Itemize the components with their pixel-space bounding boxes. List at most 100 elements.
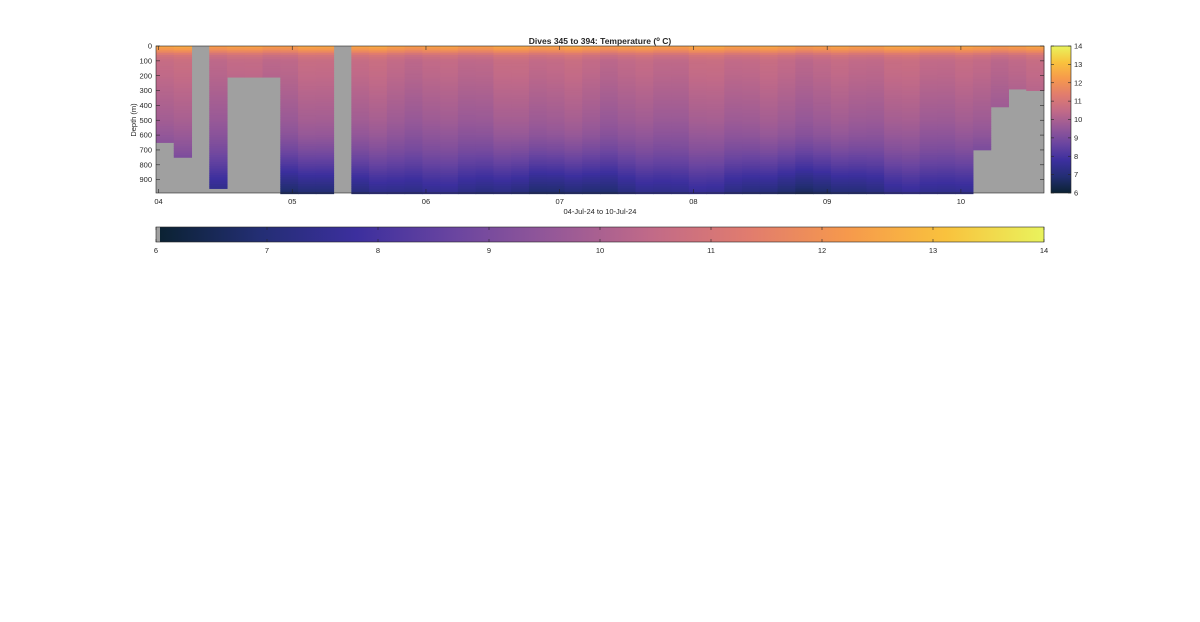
temperature-cell bbox=[404, 81, 423, 85]
temperature-cell bbox=[901, 119, 921, 123]
temperature-cell bbox=[280, 46, 299, 49]
temperature-cell bbox=[724, 132, 743, 136]
temperature-cell bbox=[901, 141, 921, 145]
temperature-cell bbox=[600, 135, 619, 138]
temperature-cell bbox=[457, 144, 477, 147]
temperature-cell bbox=[315, 101, 335, 105]
temperature-cell bbox=[298, 99, 317, 103]
temperature-cell bbox=[457, 139, 477, 143]
temperature-cell bbox=[884, 188, 903, 192]
temperature-cell bbox=[706, 175, 725, 178]
temperature-cell bbox=[1008, 68, 1027, 71]
temperature-cell bbox=[724, 148, 743, 152]
temperature-cell bbox=[457, 128, 477, 132]
colorbar-tick-label: 7 bbox=[1074, 170, 1078, 179]
temperature-cell bbox=[511, 81, 530, 85]
temperature-cell bbox=[386, 139, 406, 143]
temperature-cell bbox=[617, 90, 637, 94]
temperature-cell bbox=[671, 121, 690, 125]
temperature-cell bbox=[475, 88, 494, 91]
temperature-cell bbox=[351, 103, 370, 107]
temperature-cell bbox=[848, 119, 867, 123]
temperature-cell bbox=[564, 88, 583, 91]
temperature-cell bbox=[990, 88, 1009, 91]
temperature-cell bbox=[351, 46, 370, 49]
temperature-cell bbox=[671, 54, 690, 58]
temperature-cell bbox=[600, 170, 619, 174]
temperature-cell bbox=[600, 97, 619, 100]
temperature-cell bbox=[493, 97, 512, 100]
temperature-cell bbox=[298, 186, 317, 189]
temperature-cell bbox=[759, 52, 779, 56]
temperature-cell bbox=[919, 121, 938, 125]
temperature-cell bbox=[759, 188, 779, 192]
temperature-cell bbox=[937, 146, 956, 149]
temperature-cell bbox=[582, 88, 601, 91]
temperature-cell bbox=[688, 164, 708, 167]
temperature-cell bbox=[919, 150, 938, 154]
temperature-cell bbox=[582, 86, 601, 89]
temperature-cell bbox=[422, 66, 441, 69]
temperature-cell bbox=[564, 48, 583, 51]
temperature-cell bbox=[546, 137, 565, 140]
temperature-cell bbox=[759, 135, 779, 138]
temperature-cell bbox=[901, 112, 921, 116]
temperature-cell bbox=[653, 188, 672, 192]
temperature-cell bbox=[884, 190, 903, 194]
temperature-cell bbox=[848, 106, 867, 109]
temperature-cell bbox=[937, 132, 956, 136]
temperature-cell bbox=[386, 48, 406, 51]
temperature-cell bbox=[742, 63, 761, 67]
temperature-cell bbox=[884, 99, 903, 103]
temperature-cell bbox=[298, 141, 317, 145]
temperature-cell bbox=[173, 150, 193, 154]
temperature-cell bbox=[919, 103, 938, 107]
temperature-cell bbox=[688, 90, 708, 94]
temperature-cell bbox=[866, 148, 885, 152]
temperature-cell bbox=[600, 72, 619, 76]
temperature-cell bbox=[298, 86, 317, 89]
temperature-cell bbox=[546, 72, 565, 76]
temperature-cell bbox=[830, 121, 850, 125]
temperature-cell bbox=[972, 79, 992, 83]
temperature-cell bbox=[386, 92, 406, 96]
temperature-cell bbox=[546, 68, 565, 71]
temperature-cell bbox=[688, 95, 708, 98]
temperature-cell bbox=[972, 83, 992, 87]
temperature-cell bbox=[315, 106, 335, 109]
temperature-cell bbox=[955, 77, 974, 80]
temperature-cell bbox=[617, 130, 637, 134]
temperature-cell bbox=[688, 166, 708, 169]
temperature-cell bbox=[582, 128, 601, 132]
dive-column bbox=[830, 46, 850, 195]
temperature-cell bbox=[830, 179, 850, 183]
temperature-cell bbox=[315, 81, 335, 85]
temperature-cell bbox=[742, 90, 761, 94]
temperature-cell bbox=[173, 86, 193, 89]
temperature-cell bbox=[528, 63, 548, 67]
temperature-cell bbox=[564, 68, 583, 71]
temperature-cell bbox=[298, 181, 317, 185]
temperature-cell bbox=[901, 74, 921, 78]
dive-column bbox=[422, 46, 441, 195]
temperature-cell bbox=[866, 48, 885, 51]
temperature-cell bbox=[617, 139, 637, 143]
temperature-cell bbox=[901, 108, 921, 111]
temperature-cell bbox=[919, 168, 938, 172]
temperature-cell bbox=[955, 57, 974, 60]
temperature-cell bbox=[475, 186, 494, 189]
temperature-cell bbox=[866, 119, 885, 123]
temperature-cell bbox=[653, 59, 672, 62]
temperature-cell bbox=[528, 108, 548, 111]
temperature-cell bbox=[475, 168, 494, 172]
dive-column bbox=[156, 46, 175, 143]
temperature-cell bbox=[457, 103, 477, 107]
temperature-cell bbox=[706, 159, 725, 163]
temperature-cell bbox=[493, 179, 512, 183]
temperature-cell bbox=[972, 66, 992, 69]
temperature-cell bbox=[972, 146, 992, 149]
temperature-cell bbox=[600, 117, 619, 120]
temperature-cell bbox=[244, 50, 264, 54]
temperature-cell bbox=[386, 137, 406, 140]
